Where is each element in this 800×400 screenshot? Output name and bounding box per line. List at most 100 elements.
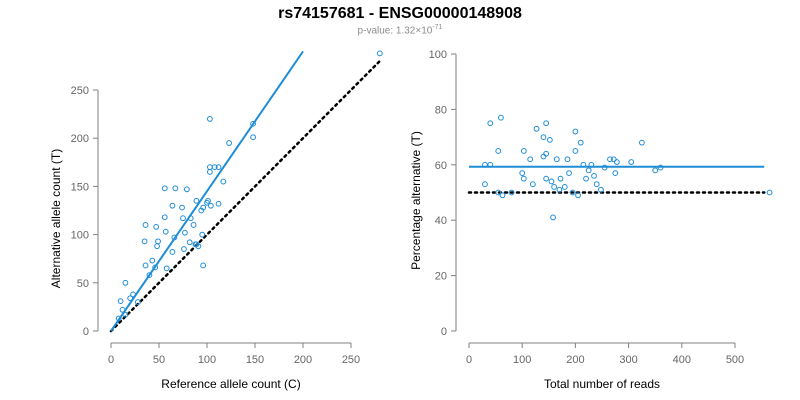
data-point-right — [577, 139, 584, 146]
data-point-left — [199, 231, 206, 238]
y-tick-label-right: 0 — [441, 326, 447, 338]
x-tick-label-left: 50 — [153, 354, 165, 366]
data-point-right — [529, 181, 536, 188]
data-point-left — [142, 222, 149, 228]
data-point-left — [161, 214, 168, 221]
data-point-right — [495, 189, 502, 196]
data-point-left — [215, 200, 222, 207]
data-point-right — [766, 189, 773, 196]
data-point-right — [495, 148, 502, 154]
x-tick-label-right: 100 — [513, 354, 531, 366]
data-point-right — [508, 189, 515, 196]
data-point-left — [193, 197, 200, 204]
data-point-left — [153, 223, 160, 230]
x-tick-label-right: 300 — [619, 354, 637, 366]
data-point-left — [142, 262, 149, 269]
data-point-right — [561, 184, 568, 190]
data-point-left — [130, 291, 136, 298]
x-tick-label-left: 250 — [342, 354, 360, 366]
data-point-right — [613, 159, 620, 165]
data-point-right — [591, 172, 597, 179]
data-point-left — [149, 257, 156, 264]
data-point-right — [487, 120, 494, 127]
data-point-right — [487, 161, 494, 168]
y-tick-label-right: 100 — [429, 49, 447, 61]
data-point-right — [593, 181, 600, 188]
data-point-right — [598, 186, 604, 193]
y-tick-label-left: 200 — [71, 133, 89, 145]
y-tick-label-right: 80 — [435, 104, 447, 116]
data-point-left — [171, 234, 178, 241]
data-point-right — [543, 120, 550, 127]
data-point-right — [580, 161, 587, 168]
data-point-right — [572, 148, 579, 154]
data-point-right — [520, 175, 527, 182]
data-point-right — [652, 167, 659, 174]
x-tick-label-right: 500 — [726, 354, 744, 366]
data-point-right — [499, 192, 506, 199]
y-tick-label-left: 150 — [71, 181, 89, 193]
data-point-right — [553, 156, 560, 163]
y-tick-label-left: 100 — [71, 230, 89, 242]
data-point-right — [566, 170, 572, 177]
data-point-left — [162, 228, 169, 235]
x-tick-label-left: 150 — [246, 354, 264, 366]
x-tick-label-left: 200 — [294, 354, 312, 366]
data-point-right — [482, 181, 488, 188]
data-point-left — [180, 215, 186, 222]
data-point-right — [588, 161, 595, 168]
x-tick-label-left: 0 — [108, 354, 114, 366]
x-tick-label-left: 100 — [198, 354, 216, 366]
data-point-left — [169, 202, 176, 209]
data-point-left — [206, 116, 213, 122]
data-point-left — [179, 204, 185, 211]
data-point-right — [628, 159, 635, 165]
y-axis-label-left: Alternative allele count (T) — [49, 149, 63, 288]
data-point-right — [527, 156, 534, 163]
y-tick-label-right: 40 — [435, 215, 447, 227]
data-point-right — [607, 156, 613, 163]
x-tick-label-right: 400 — [673, 354, 691, 366]
data-point-left — [187, 215, 194, 222]
data-point-left — [190, 222, 197, 228]
y-tick-label-left: 50 — [77, 278, 89, 290]
data-point-right — [520, 148, 527, 154]
scatter-panel-left: 0 50 100 150 200 250 0 50 100 150 200 250 Reference … — [49, 50, 383, 391]
data-point-right — [575, 192, 581, 199]
data-point-right — [533, 125, 540, 132]
data-point-left — [204, 199, 210, 206]
data-point-left — [154, 243, 160, 250]
y-tick-label-left: 0 — [83, 326, 89, 338]
data-point-right — [498, 114, 504, 121]
data-point-right — [482, 161, 488, 168]
y-axis-label-right: Percentage alternative (T) — [409, 131, 423, 270]
data-point-left — [127, 295, 134, 302]
data-point-left — [119, 306, 126, 313]
data-point-right — [639, 139, 645, 146]
data-point-left — [161, 185, 168, 192]
y-tick-label-right: 60 — [435, 160, 447, 172]
data-point-left — [193, 241, 200, 248]
data-point-left — [169, 249, 176, 255]
data-point-left — [250, 120, 256, 127]
data-point-right — [556, 186, 563, 193]
data-point-left — [183, 186, 190, 193]
data-point-left — [181, 246, 187, 252]
data-point-right — [585, 167, 592, 174]
data-point-left — [200, 262, 207, 269]
data-point-right — [543, 175, 550, 182]
data-point-left — [163, 265, 170, 272]
p-value-text: p-value: 1.32×10 — [357, 25, 433, 37]
data-point-right — [569, 189, 576, 196]
data-point-left — [117, 298, 124, 305]
y-tick-label-left: 250 — [71, 85, 89, 97]
data-point-left — [198, 207, 205, 214]
data-point-right — [546, 136, 553, 143]
data-point-left — [122, 279, 129, 286]
data-point-left — [206, 164, 213, 171]
data-point-left — [155, 238, 161, 245]
data-point-left — [250, 134, 256, 141]
data-point-right — [550, 214, 556, 221]
data-point-right — [572, 128, 579, 135]
